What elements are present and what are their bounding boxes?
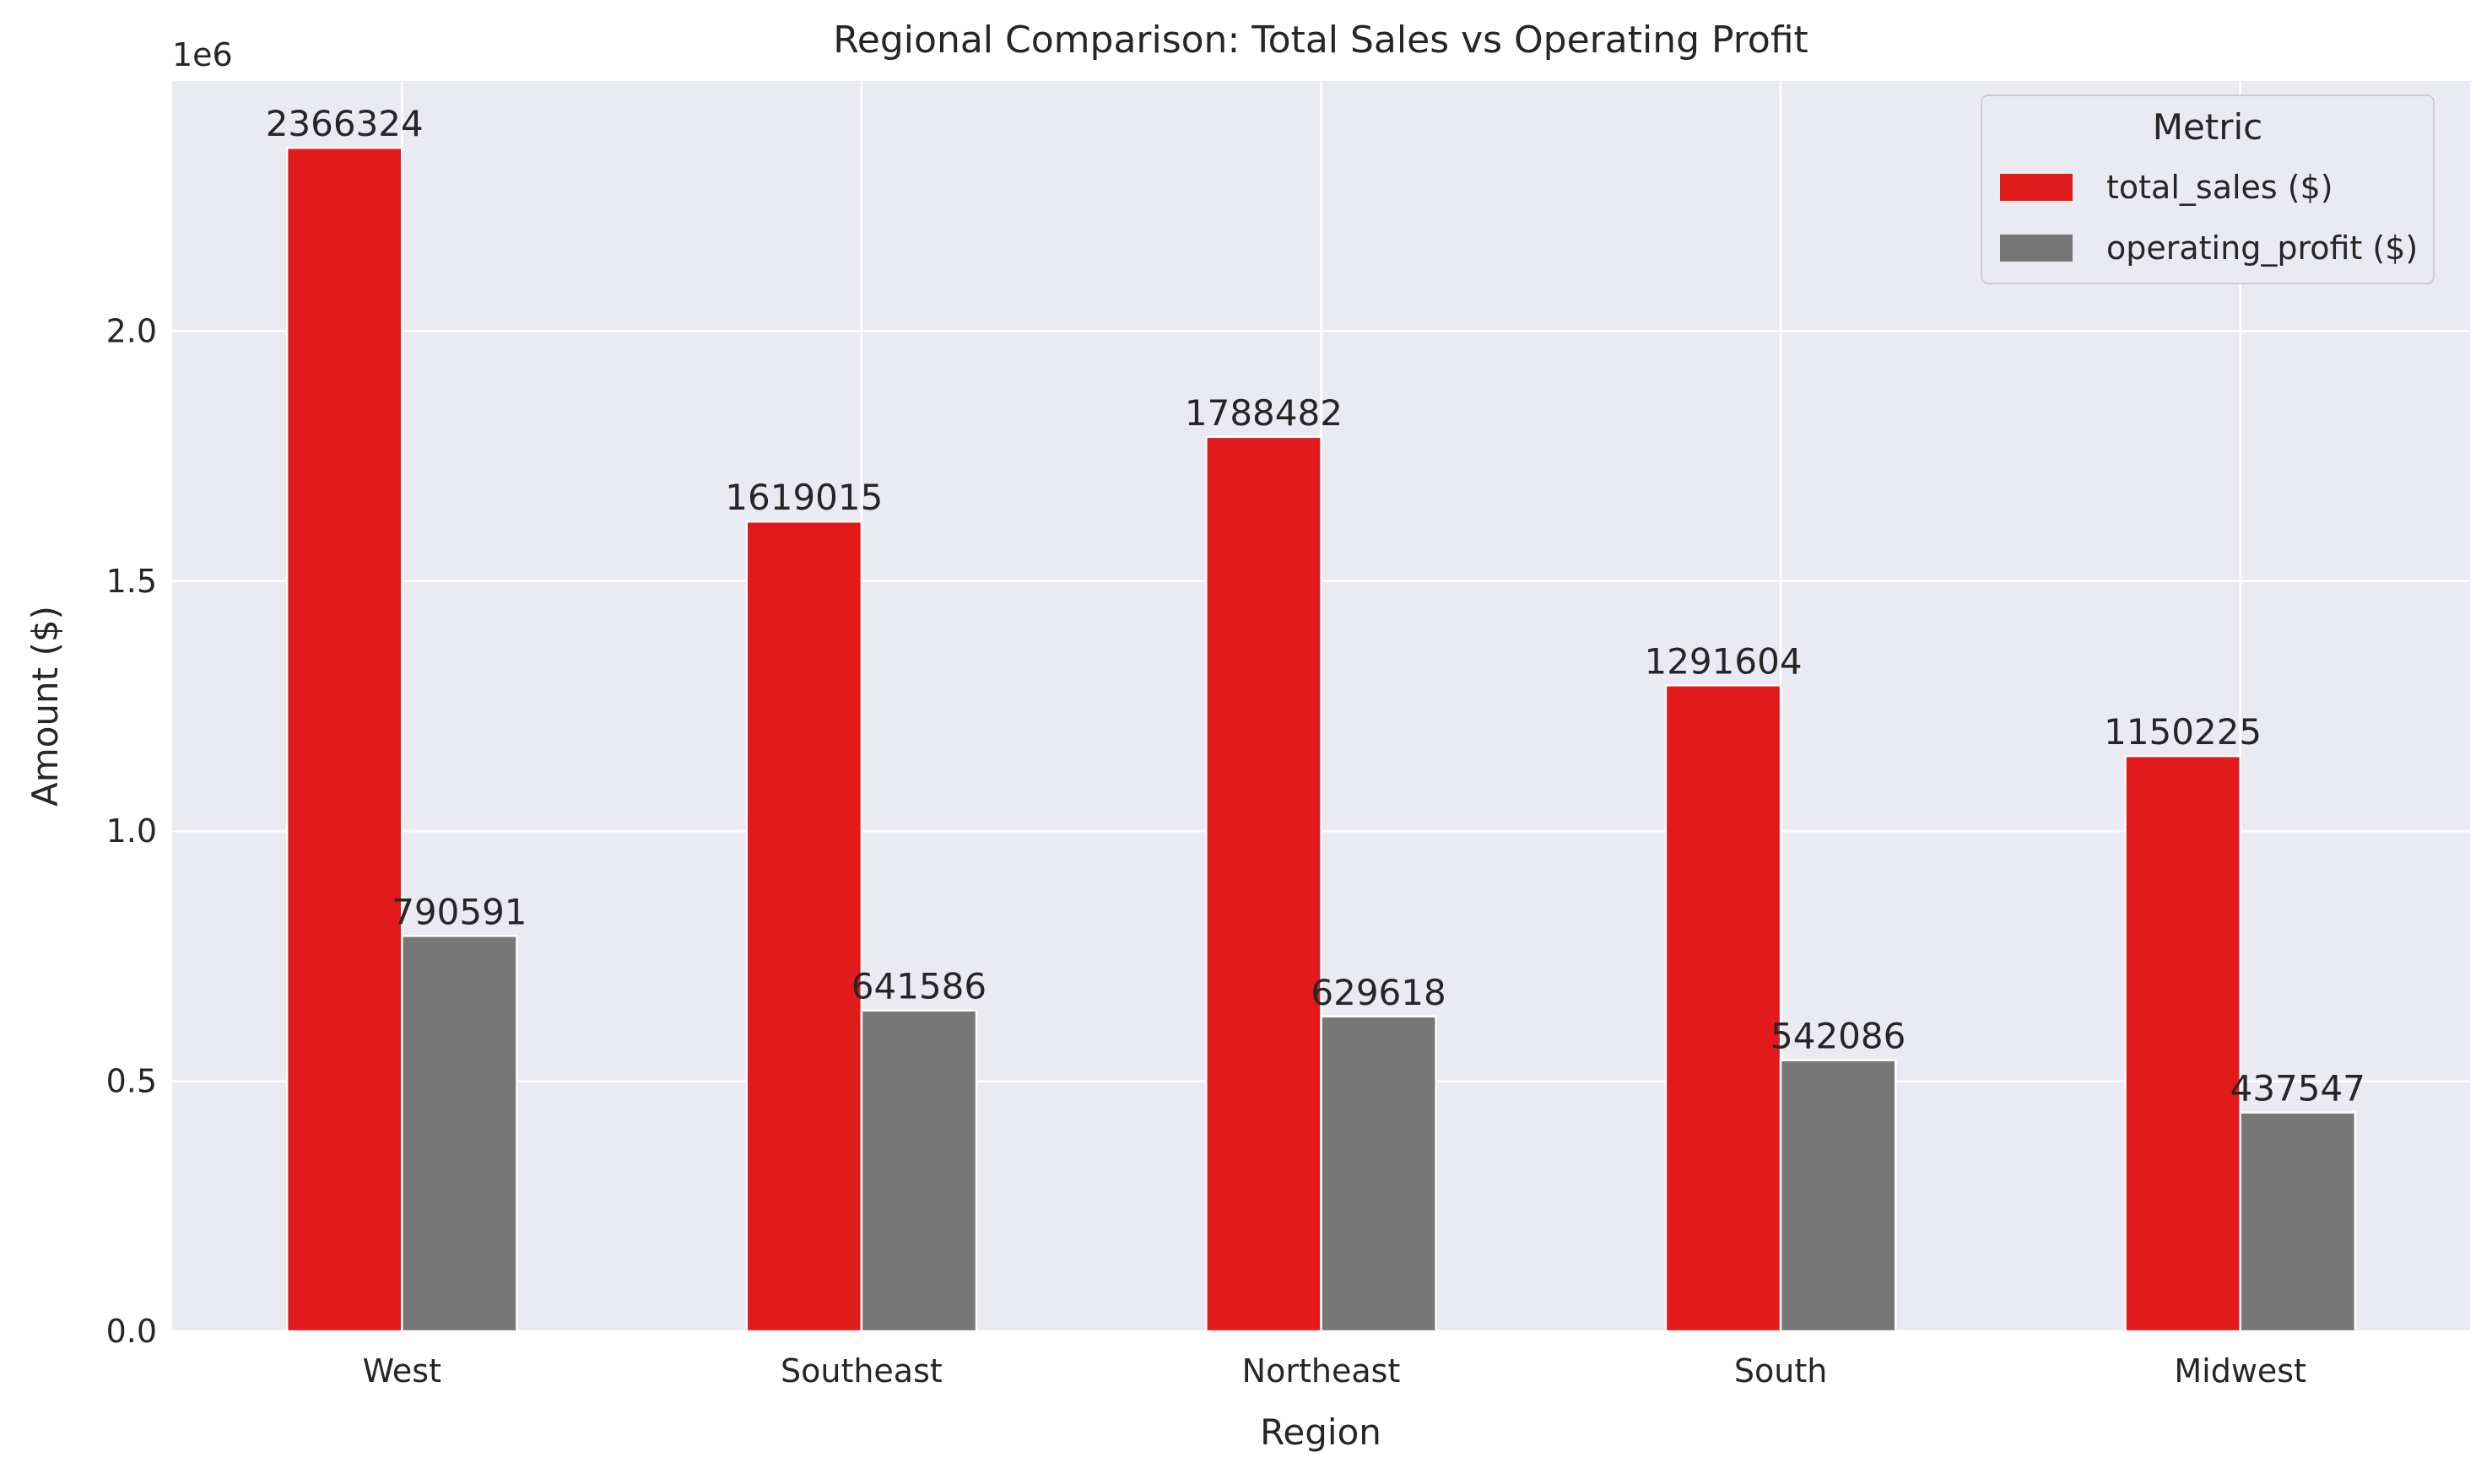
y-tick-label: 1.5 <box>106 563 157 600</box>
bar-value-label: 1788482 <box>1185 392 1343 434</box>
bar-operating-profit <box>401 935 518 1333</box>
x-tick-label: South <box>1734 1352 1827 1390</box>
legend-label-total-sales: total_sales ($) <box>2106 169 2333 206</box>
y-axis-label: Amount ($) <box>24 606 66 807</box>
bar-value-label: 542086 <box>1770 1016 1905 1057</box>
legend-frame <box>1981 94 2435 284</box>
tick-labels: 0.0 0.5 1.0 1.5 2.0 West Southeast Northeast Sou… <box>106 312 2306 1390</box>
x-axis-label: Region <box>1260 1411 1381 1453</box>
legend-swatch-total-sales <box>2000 174 2073 201</box>
bar-operating-profit <box>2239 1111 2357 1333</box>
bar-total-sales <box>2124 754 2241 1333</box>
x-tick-label: West <box>363 1352 441 1390</box>
chart-title: Regional Comparison: Total Sales vs Oper… <box>833 19 1808 62</box>
y-tick-label: 0.5 <box>106 1063 157 1100</box>
bar-total-sales <box>1205 435 1322 1333</box>
y-tick-label: 0.0 <box>106 1313 157 1350</box>
bar-value-label: 2366324 <box>266 103 424 144</box>
bar-value-label: 641586 <box>851 966 987 1007</box>
bar-operating-profit <box>1320 1015 1437 1333</box>
data-labels: 2366324 1619015 1788482 1291604 1150225 79059… <box>266 103 2365 1109</box>
bar-operating-profit <box>860 1009 978 1333</box>
bar-total-sales <box>745 520 863 1333</box>
bar-total-sales <box>1664 684 1782 1333</box>
legend: Metric total_sales ($) operating_profit … <box>1981 94 2435 284</box>
bar-value-label: 437547 <box>2230 1068 2365 1109</box>
x-tick-label: Midwest <box>2174 1352 2306 1390</box>
legend-swatch-operating-profit <box>2000 235 2073 262</box>
bar-total-sales <box>285 146 403 1333</box>
bars <box>285 146 2357 1333</box>
legend-label-operating-profit: operating_profit ($) <box>2106 229 2418 267</box>
legend-title: Metric <box>2153 106 2263 148</box>
bar-value-label: 1291604 <box>1644 640 1802 682</box>
bar-value-label: 790591 <box>392 891 527 932</box>
y-tick-label: 2.0 <box>106 312 157 349</box>
x-tick-label: Northeast <box>1242 1352 1401 1390</box>
y-tick-label: 1.0 <box>106 812 157 850</box>
bar-value-label: 1150225 <box>2104 711 2262 753</box>
x-tick-label: Southeast <box>781 1352 943 1390</box>
bar-value-label: 1619015 <box>725 477 883 518</box>
bar-operating-profit <box>1779 1059 1897 1333</box>
bar-value-label: 629618 <box>1311 972 1446 1013</box>
y-offset-text: 1e6 <box>172 36 233 73</box>
